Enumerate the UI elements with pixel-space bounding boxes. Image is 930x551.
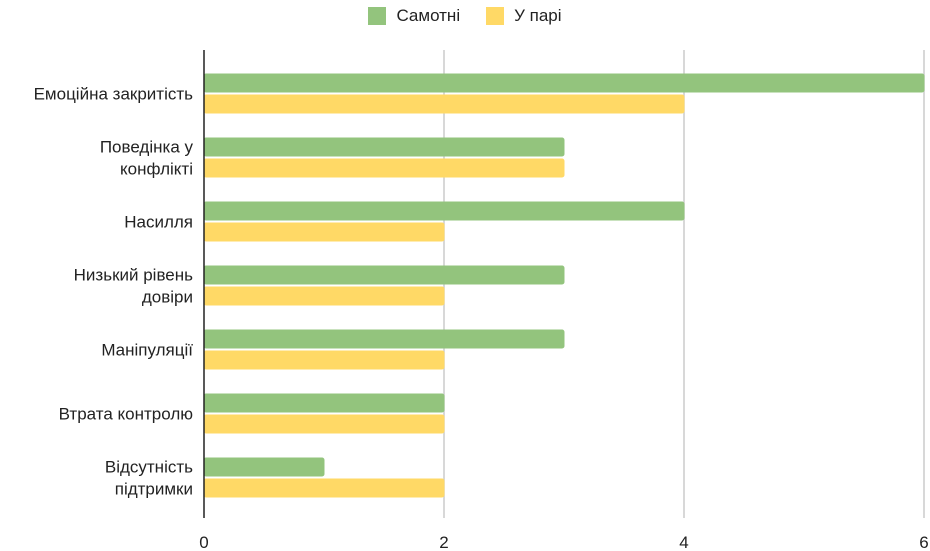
category-label-1-1: конфлікті <box>120 160 193 179</box>
category-label-0-0: Емоційна закритість <box>34 85 194 104</box>
category-label-6-0: Відсутність <box>105 458 193 477</box>
legend-swatch-single <box>368 7 387 25</box>
bar-1-3[interactable] <box>203 286 445 306</box>
legend-item-single[interactable]: Самотні <box>368 6 460 26</box>
bar-1-6[interactable] <box>203 478 445 498</box>
chart-legend: Самотні У парі <box>0 6 930 26</box>
bar-0-0[interactable] <box>203 73 925 93</box>
x-tick-label-0: 0 <box>199 533 208 551</box>
bar-0-5[interactable] <box>203 393 445 413</box>
category-label-4-0: Маніпуляції <box>101 341 193 360</box>
legend-item-couple[interactable]: У парі <box>486 6 562 26</box>
bar-0-2[interactable] <box>203 201 685 221</box>
bar-1-4[interactable] <box>203 350 445 370</box>
legend-label-couple: У парі <box>514 6 562 25</box>
bar-0-6[interactable] <box>203 457 325 477</box>
category-label-2-0: Насилля <box>124 213 193 232</box>
category-label-5-0: Втрата контролю <box>59 405 194 424</box>
category-label-3-1: довіри <box>142 288 193 307</box>
legend-label-single: Самотні <box>396 6 461 25</box>
bar-1-0[interactable] <box>203 94 685 114</box>
category-label-6-1: підтримки <box>115 480 193 499</box>
x-tick-label-3: 6 <box>919 533 928 551</box>
bar-1-2[interactable] <box>203 222 445 242</box>
bar-1-5[interactable] <box>203 414 445 434</box>
legend-swatch-couple <box>486 7 505 25</box>
category-label-1-0: Поведінка у <box>100 138 194 157</box>
bar-0-4[interactable] <box>203 329 565 349</box>
x-tick-label-1: 2 <box>439 533 448 551</box>
bar-0-3[interactable] <box>203 265 565 285</box>
category-label-3-0: Низький рівень <box>74 266 193 285</box>
x-tick-label-2: 4 <box>679 533 688 551</box>
bar-0-1[interactable] <box>203 137 565 157</box>
bar-1-1[interactable] <box>203 158 565 178</box>
